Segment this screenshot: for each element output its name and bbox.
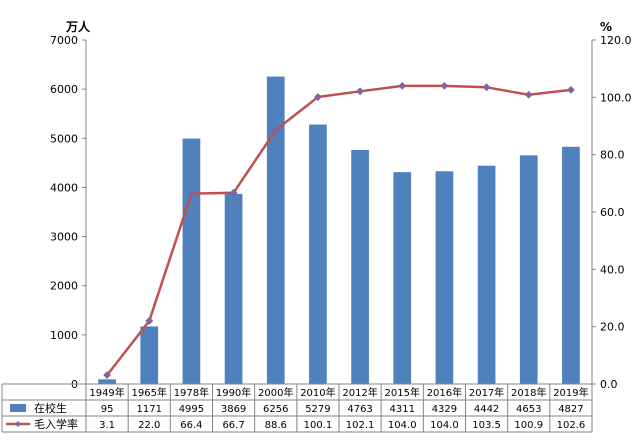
- rate-point-3: [229, 188, 238, 197]
- bar-8: [435, 171, 454, 384]
- rate-value-3: 66.7: [222, 420, 244, 431]
- rate-point-2: [187, 189, 196, 198]
- rate-value-2: 66.4: [180, 420, 202, 431]
- category-label-10: 2018年: [511, 386, 546, 399]
- rate-value-10: 100.9: [514, 420, 543, 431]
- rate-value-1: 22.0: [138, 420, 160, 431]
- right-tick-label-4: 80.0: [600, 149, 625, 162]
- bar-value-11: 4827: [558, 404, 583, 415]
- rate-value-4: 88.6: [265, 420, 287, 431]
- bar-0: [98, 379, 116, 384]
- bar-value-0: 95: [101, 404, 114, 415]
- rate-point-7: [398, 81, 407, 90]
- rate-value-8: 104.0: [430, 420, 459, 431]
- bar-value-7: 4311: [390, 404, 415, 415]
- category-label-8: 2016年: [427, 386, 462, 399]
- right-tick-label-0: 0.0: [600, 378, 618, 391]
- rate-point-0: [103, 371, 111, 380]
- bar-10: [519, 155, 538, 384]
- bar-value-9: 4442: [474, 404, 499, 415]
- category-label-7: 2015年: [385, 386, 420, 399]
- right-tick-label-6: 120.0: [600, 34, 632, 47]
- legend-line-marker: [15, 421, 21, 427]
- bar-value-5: 5279: [305, 404, 330, 415]
- category-label-5: 2010年: [300, 386, 335, 399]
- bar-3: [224, 193, 243, 384]
- category-label-9: 2017年: [469, 386, 504, 399]
- bar-11: [562, 146, 580, 384]
- left-tick-label-1: 1000: [50, 329, 78, 342]
- rate-point-5: [314, 93, 322, 101]
- category-label-4: 2000年: [258, 386, 293, 399]
- left-tick-label-6: 6000: [50, 83, 78, 96]
- left-tick-label-4: 4000: [50, 181, 78, 194]
- rate-point-11: [567, 85, 575, 94]
- category-label-11: 2019年: [553, 386, 588, 399]
- right-tick-label-2: 40.0: [600, 263, 625, 276]
- category-label-3: 1990年: [216, 386, 251, 399]
- category-label-2: 1978年: [174, 386, 209, 399]
- left-tick-label-3: 3000: [50, 231, 78, 244]
- bar-6: [351, 149, 369, 384]
- category-label-0: 1949年: [89, 386, 124, 399]
- bar-value-3: 3869: [221, 404, 246, 415]
- bar-value-8: 4329: [432, 404, 457, 415]
- bar-7: [393, 172, 412, 384]
- legend-bar-swatch: [10, 404, 26, 412]
- bar-value-4: 6256: [263, 404, 288, 415]
- left-tick-label-5: 5000: [50, 132, 78, 145]
- rate-value-5: 100.1: [304, 420, 333, 431]
- right-axis-unit: %: [600, 20, 612, 34]
- right-tick-label-3: 60.0: [600, 206, 625, 219]
- rate-point-6: [356, 87, 364, 96]
- bar-9: [477, 165, 496, 384]
- rate-point-9: [482, 83, 491, 92]
- rate-value-0: 3.1: [99, 420, 115, 431]
- rate-point-4: [271, 126, 280, 134]
- bar-2: [182, 138, 201, 384]
- rate-line: [106, 84, 572, 376]
- bar-1: [140, 326, 159, 384]
- bar-value-1: 1171: [137, 404, 162, 415]
- bar-5: [309, 124, 327, 384]
- legend-bar-label: 在校生: [34, 401, 67, 415]
- right-tick-label-5: 100.0: [600, 91, 632, 104]
- bar-value-10: 4653: [516, 404, 541, 415]
- bar-value-2: 4995: [179, 404, 204, 415]
- rate-point-10: [524, 90, 533, 99]
- legend-line-label: 毛入学率: [34, 417, 78, 431]
- left-axis-unit: 万人: [65, 19, 91, 34]
- bar-4: [266, 76, 285, 384]
- rate-value-7: 104.0: [388, 420, 417, 431]
- category-label-1: 1965年: [132, 386, 167, 399]
- right-tick-label-1: 20.0: [600, 321, 625, 334]
- rate-value-6: 102.1: [346, 420, 375, 431]
- rate-value-11: 102.6: [557, 420, 586, 431]
- rate-value-9: 103.5: [472, 420, 501, 431]
- rate-point-8: [440, 81, 449, 90]
- left-tick-label-2: 2000: [50, 280, 78, 293]
- bar-value-6: 4763: [347, 404, 372, 415]
- category-label-6: 2012年: [342, 386, 377, 399]
- left-tick-label-7: 7000: [50, 34, 78, 47]
- rate-point-1: [145, 317, 154, 325]
